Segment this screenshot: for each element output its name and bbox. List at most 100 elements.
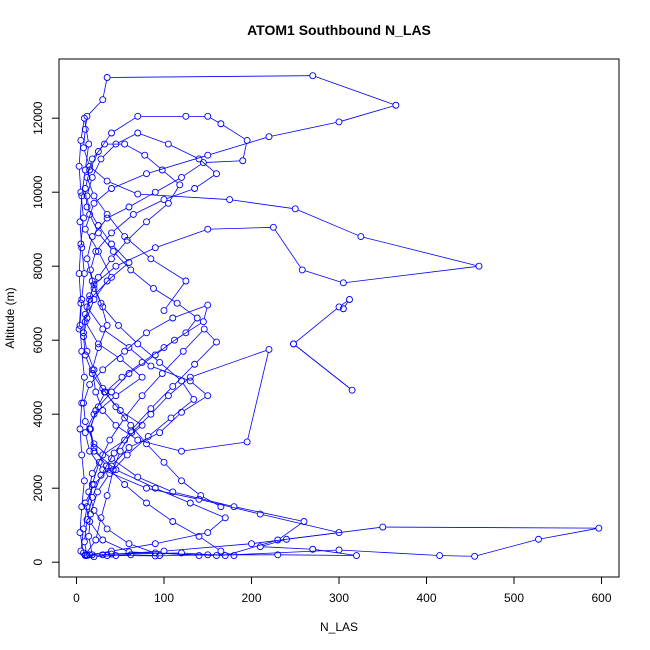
series-segment xyxy=(109,181,136,194)
series-segment xyxy=(280,554,354,556)
data-point xyxy=(144,432,152,440)
series-segment xyxy=(109,530,127,543)
data-point xyxy=(309,545,317,553)
data-point xyxy=(178,447,185,455)
data-point xyxy=(78,399,86,407)
data-point xyxy=(204,529,212,537)
series-segment xyxy=(101,305,107,323)
data-point xyxy=(197,492,205,500)
series-segment xyxy=(161,364,180,380)
series-segment xyxy=(114,552,179,555)
data-point xyxy=(116,355,124,363)
series-segment xyxy=(93,146,103,157)
y-tick-label: 12000 xyxy=(31,101,45,135)
data-point xyxy=(97,471,105,479)
series-segment xyxy=(133,415,149,431)
series-segment xyxy=(95,512,106,527)
series-segment xyxy=(94,290,102,305)
series-segment xyxy=(79,406,82,427)
data-point xyxy=(108,129,115,137)
series-segment xyxy=(196,343,215,363)
series-segment xyxy=(127,145,143,155)
series-segment xyxy=(110,554,128,556)
data-point xyxy=(81,351,89,359)
data-point xyxy=(106,436,114,444)
series-segment xyxy=(315,76,394,105)
data-point xyxy=(151,540,159,548)
series-segment xyxy=(78,246,82,271)
series-segment xyxy=(183,163,202,177)
series-segment xyxy=(90,272,94,286)
data-point xyxy=(335,118,343,126)
data-point xyxy=(99,303,107,311)
data-point xyxy=(217,547,225,555)
series-segment xyxy=(99,328,107,345)
series-segment xyxy=(92,465,99,482)
series-segment xyxy=(143,375,161,394)
series-segment xyxy=(344,301,349,307)
series-segment xyxy=(203,307,208,319)
data-point xyxy=(134,112,142,120)
data-point xyxy=(182,112,190,120)
series-segment xyxy=(104,412,115,424)
series-segment xyxy=(102,145,115,158)
data-point xyxy=(182,329,190,337)
data-point xyxy=(290,340,297,348)
y-axis-label: Altitude (m) xyxy=(3,287,17,348)
series-segment xyxy=(104,308,117,324)
series-segment xyxy=(173,400,192,417)
y-axis: 0 2000 4000 6000 8000 10000 12000 xyxy=(31,101,60,566)
series-segment xyxy=(114,174,144,188)
series-segment xyxy=(165,464,180,479)
series-segment xyxy=(87,198,90,212)
data-point xyxy=(217,120,225,128)
series-segment xyxy=(113,117,136,132)
series-segment xyxy=(83,317,86,330)
series-segment xyxy=(83,509,87,526)
data-point xyxy=(115,321,122,329)
data-point xyxy=(164,140,172,148)
series-segment xyxy=(223,125,245,140)
series-segment xyxy=(274,229,301,268)
data-point xyxy=(87,510,94,518)
data-point xyxy=(77,240,85,248)
data-point xyxy=(178,408,185,416)
series-segment xyxy=(85,191,88,205)
data-point xyxy=(436,552,444,559)
x-tick-label: 400 xyxy=(416,591,436,605)
data-point xyxy=(112,421,120,429)
series-segment xyxy=(363,236,477,266)
series-segment xyxy=(133,554,157,556)
series-segment xyxy=(90,413,96,427)
data-point xyxy=(169,314,177,322)
series-segment xyxy=(297,209,359,236)
data-point xyxy=(195,495,203,503)
data-point xyxy=(78,244,86,252)
data-point xyxy=(83,516,91,524)
data-series xyxy=(75,114,93,557)
data-point xyxy=(108,240,115,248)
chart-title: ATOM1 Southbound N_LAS xyxy=(247,22,431,38)
data-point xyxy=(80,399,87,407)
data-point xyxy=(346,296,353,303)
series-segment xyxy=(96,394,103,408)
series-segment xyxy=(223,551,232,555)
data-point xyxy=(90,192,98,200)
data-point xyxy=(256,543,264,551)
series-segment xyxy=(93,375,104,390)
data-point xyxy=(147,410,155,418)
series-segment xyxy=(96,394,105,409)
y-tick-label: 6000 xyxy=(31,327,45,354)
data-point xyxy=(78,296,86,303)
data-point xyxy=(221,514,229,522)
data-point xyxy=(78,192,86,200)
data-point xyxy=(243,438,251,446)
data-point xyxy=(125,540,133,548)
data-point xyxy=(92,407,100,414)
series-segment xyxy=(148,504,171,521)
series-segment xyxy=(203,496,219,506)
data-point xyxy=(156,552,164,559)
data-point xyxy=(156,358,164,366)
series-segment xyxy=(192,350,267,377)
data-point xyxy=(217,503,225,511)
